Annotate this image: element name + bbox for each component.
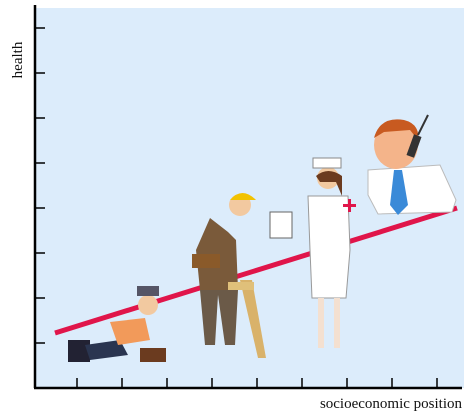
figure-part bbox=[228, 282, 254, 290]
figure-part bbox=[140, 348, 166, 362]
figure-part bbox=[318, 298, 324, 348]
figure-part bbox=[269, 211, 293, 239]
figure-part bbox=[200, 290, 238, 345]
figure-part bbox=[240, 280, 266, 358]
y-axis-label: health bbox=[10, 41, 26, 78]
nurse-figure bbox=[269, 157, 356, 348]
figure-part bbox=[138, 295, 158, 315]
figure-part bbox=[390, 170, 408, 215]
figure-part bbox=[343, 199, 356, 212]
figure-part bbox=[316, 171, 342, 196]
x-axis-label: socioeconomic position bbox=[320, 396, 463, 412]
figure-part bbox=[367, 164, 457, 215]
figure-part bbox=[192, 254, 220, 268]
crawling-figure bbox=[68, 286, 166, 362]
worker-figure bbox=[192, 193, 266, 358]
figure-part bbox=[307, 195, 351, 299]
figure-part bbox=[110, 318, 150, 345]
businessman-figure bbox=[367, 114, 457, 215]
gradient-line bbox=[54, 205, 458, 336]
figure-part bbox=[230, 193, 256, 200]
figure-part bbox=[85, 340, 128, 360]
figure-part bbox=[374, 119, 419, 140]
figure-part bbox=[312, 157, 342, 169]
figure-part bbox=[68, 340, 90, 362]
figure-part bbox=[137, 286, 159, 296]
ticks bbox=[35, 27, 438, 388]
figure-part bbox=[406, 134, 422, 158]
figure-part bbox=[417, 114, 429, 136]
figure-part bbox=[374, 121, 418, 169]
figure-part bbox=[334, 298, 340, 348]
